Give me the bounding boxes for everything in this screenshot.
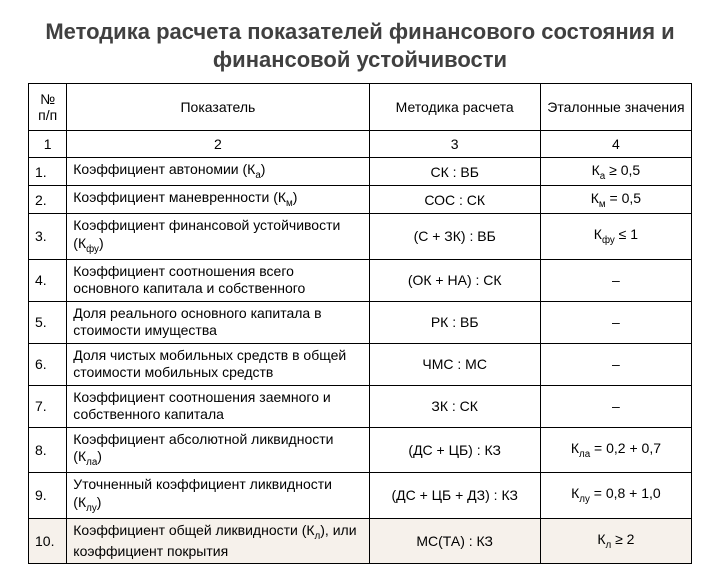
- row-etalon: Кфу ≤ 1: [540, 214, 691, 260]
- row-etalon: Кл ≥ 2: [540, 518, 691, 564]
- col-num-2: 2: [67, 131, 369, 158]
- table-row: 7.Коэффициент соотношения заемного и соб…: [29, 385, 692, 427]
- row-etalon: Ка ≥ 0,5: [540, 158, 691, 186]
- row-method: РК : ВБ: [369, 301, 540, 343]
- row-etalon: –: [540, 343, 691, 385]
- indicators-table: № п/п Показатель Методика расчета Эталон…: [28, 83, 692, 564]
- table-head: № п/п Показатель Методика расчета Эталон…: [29, 84, 692, 158]
- row-number: 3.: [29, 214, 67, 260]
- row-method: МС(ТА) : КЗ: [369, 518, 540, 564]
- table-row: 9.Уточненный коэффициент ликвидности (Кл…: [29, 473, 692, 519]
- row-indicator: Коэффициент финансовой устойчивости (Кфу…: [67, 214, 369, 260]
- row-etalon: –: [540, 259, 691, 301]
- row-etalon: Км = 0,5: [540, 186, 691, 214]
- row-etalon: Клу = 0,8 + 1,0: [540, 473, 691, 519]
- row-number: 8.: [29, 427, 67, 473]
- row-indicator: Доля чистых мобильных средств в общей ст…: [67, 343, 369, 385]
- row-number: 6.: [29, 343, 67, 385]
- row-etalon: Кла = 0,2 + 0,7: [540, 427, 691, 473]
- table-row: 8.Коэффициент абсолютной ликвидности (Кл…: [29, 427, 692, 473]
- row-etalon: –: [540, 301, 691, 343]
- row-method: (ОК + НА) : СК: [369, 259, 540, 301]
- row-method: (ДС + ЦБ + ДЗ) : КЗ: [369, 473, 540, 519]
- col-header-indicator: Показатель: [67, 84, 369, 131]
- col-header-number: № п/п: [29, 84, 67, 131]
- row-method: ЧМС : МС: [369, 343, 540, 385]
- col-num-3: 3: [369, 131, 540, 158]
- row-method: ЗК : СК: [369, 385, 540, 427]
- row-indicator: Коэффициент соотношения заемного и собст…: [67, 385, 369, 427]
- col-num-4: 4: [540, 131, 691, 158]
- row-method: СК : ВБ: [369, 158, 540, 186]
- row-method: СОС : СК: [369, 186, 540, 214]
- row-number: 2.: [29, 186, 67, 214]
- table-row: 3.Коэффициент финансовой устойчивости (К…: [29, 214, 692, 260]
- row-indicator: Коэффициент общей ликвидности (Кл), или …: [67, 518, 369, 564]
- row-number: 9.: [29, 473, 67, 519]
- col-header-etalon: Эталонные значения: [540, 84, 691, 131]
- row-number: 7.: [29, 385, 67, 427]
- col-header-method: Методика расчета: [369, 84, 540, 131]
- row-method: (С + ЗК) : ВБ: [369, 214, 540, 260]
- slide: Методика расчета показателей финансового…: [0, 0, 720, 540]
- slide-title: Методика расчета показателей финансового…: [40, 18, 680, 73]
- table-row: 5.Доля реального основного капитала в ст…: [29, 301, 692, 343]
- row-indicator: Коэффициент автономии (Ка): [67, 158, 369, 186]
- row-indicator: Коэффициент маневренности (Км): [67, 186, 369, 214]
- row-etalon: –: [540, 385, 691, 427]
- row-number: 10.: [29, 518, 67, 564]
- table-row: 10.Коэффициент общей ликвидности (Кл), и…: [29, 518, 692, 564]
- row-number: 5.: [29, 301, 67, 343]
- header-row: № п/п Показатель Методика расчета Эталон…: [29, 84, 692, 131]
- row-indicator: Доля реального основного капитала в стои…: [67, 301, 369, 343]
- table-row: 2.Коэффициент маневренности (Км)СОС : СК…: [29, 186, 692, 214]
- table-row: 6.Доля чистых мобильных средств в общей …: [29, 343, 692, 385]
- row-indicator: Коэффициент соотношения всего основного …: [67, 259, 369, 301]
- row-indicator: Уточненный коэффициент ликвидности (Клу): [67, 473, 369, 519]
- row-number: 4.: [29, 259, 67, 301]
- row-method: (ДС + ЦБ) : КЗ: [369, 427, 540, 473]
- row-indicator: Коэффициент абсолютной ликвидности (Кла): [67, 427, 369, 473]
- col-num-1: 1: [29, 131, 67, 158]
- header-number-row: 1 2 3 4: [29, 131, 692, 158]
- table-row: 1.Коэффициент автономии (Ка)СК : ВБКа ≥ …: [29, 158, 692, 186]
- table-body: 1.Коэффициент автономии (Ка)СК : ВБКа ≥ …: [29, 158, 692, 564]
- table-row: 4.Коэффициент соотношения всего основног…: [29, 259, 692, 301]
- row-number: 1.: [29, 158, 67, 186]
